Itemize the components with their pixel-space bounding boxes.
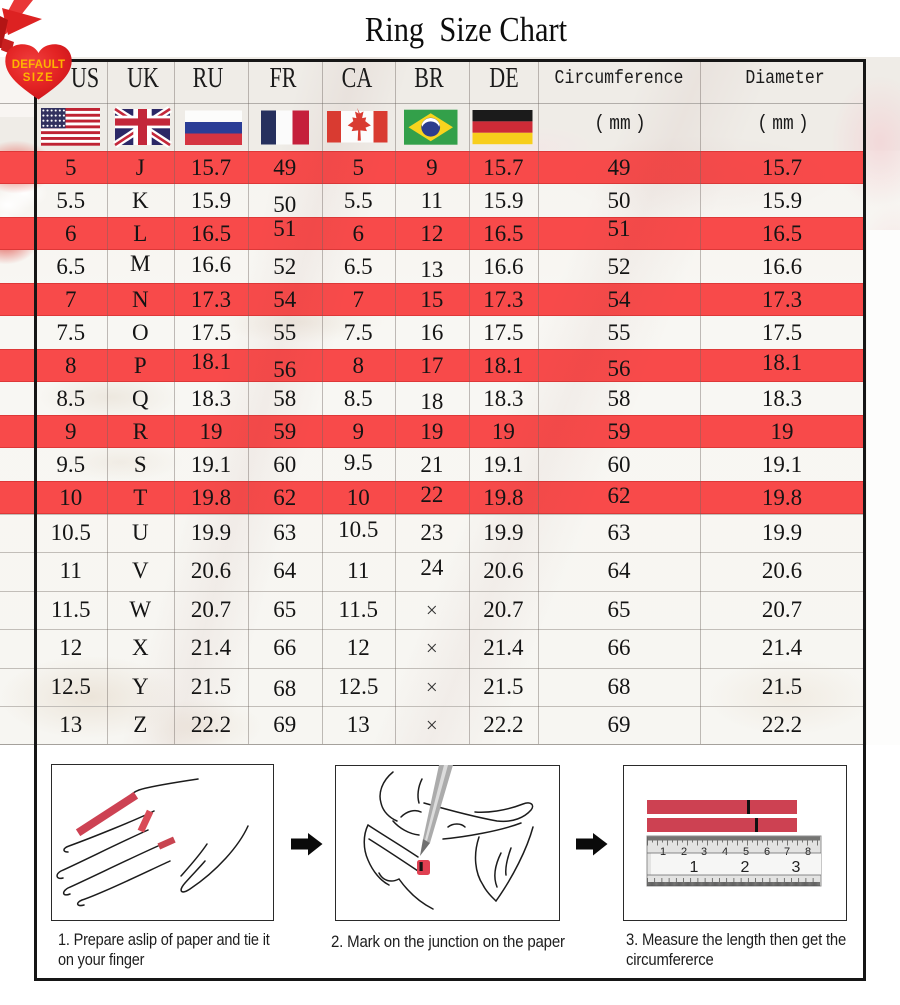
svg-text:6: 6	[764, 846, 770, 858]
svg-text:2: 2	[741, 859, 750, 876]
svg-text:SIZE: SIZE	[23, 72, 55, 84]
svg-text:7: 7	[784, 846, 790, 858]
svg-text:DEFAULT: DEFAULT	[12, 59, 66, 71]
svg-text:1: 1	[690, 859, 699, 876]
svg-text:5: 5	[743, 846, 749, 858]
svg-text:8: 8	[805, 846, 811, 858]
svg-text:3: 3	[792, 859, 801, 876]
svg-text:3: 3	[701, 846, 707, 858]
svg-text:1: 1	[660, 846, 666, 858]
svg-text:4: 4	[722, 846, 728, 858]
svg-text:2: 2	[681, 846, 687, 858]
